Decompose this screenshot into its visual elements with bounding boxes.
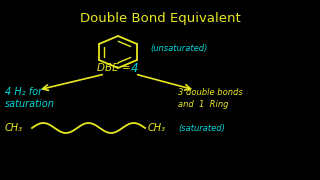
Text: (saturated): (saturated) (178, 123, 225, 132)
Text: DBE =: DBE = (97, 63, 134, 73)
Text: Double Bond Equivalent: Double Bond Equivalent (80, 12, 240, 25)
Text: and  1  Ring: and 1 Ring (178, 100, 228, 109)
Text: saturation: saturation (5, 99, 55, 109)
Text: 4: 4 (131, 62, 139, 75)
Text: CH₃: CH₃ (5, 123, 23, 133)
Text: 3 double bonds: 3 double bonds (178, 87, 243, 96)
Text: CH₃: CH₃ (148, 123, 166, 133)
Text: 4 H₂ for: 4 H₂ for (5, 87, 42, 97)
Text: (unsaturated): (unsaturated) (150, 44, 207, 53)
